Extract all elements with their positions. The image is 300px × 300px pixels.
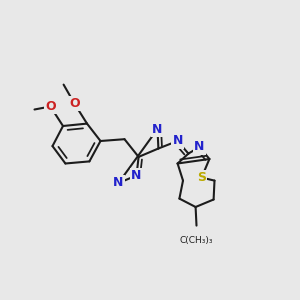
Text: O: O: [69, 97, 80, 110]
Text: C(CH₃)₃: C(CH₃)₃: [180, 236, 213, 245]
Text: N: N: [131, 169, 142, 182]
Text: S: S: [197, 171, 206, 184]
Text: N: N: [152, 122, 163, 136]
Text: N: N: [194, 140, 205, 154]
Text: N: N: [113, 176, 124, 190]
Text: O: O: [45, 100, 56, 113]
Text: N: N: [172, 134, 183, 148]
